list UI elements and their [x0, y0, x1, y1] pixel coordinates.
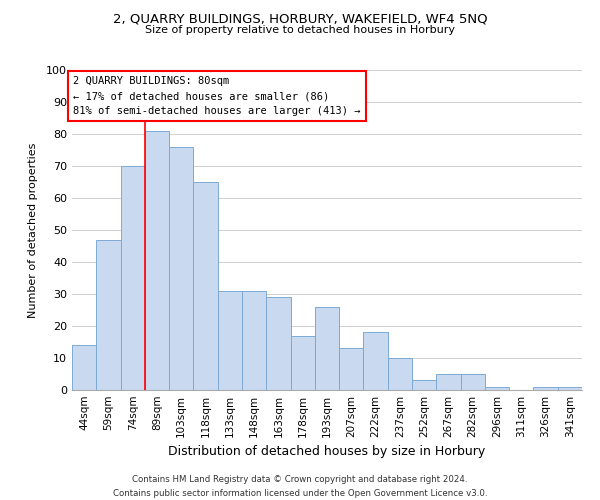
Text: Contains HM Land Registry data © Crown copyright and database right 2024.
Contai: Contains HM Land Registry data © Crown c… — [113, 476, 487, 498]
Bar — [72, 345, 96, 390]
Bar — [436, 374, 461, 390]
Bar — [412, 380, 436, 390]
Bar — [121, 166, 145, 390]
Bar — [193, 182, 218, 390]
Bar — [558, 387, 582, 390]
Bar — [242, 291, 266, 390]
Bar — [145, 131, 169, 390]
Bar — [339, 348, 364, 390]
Text: 2, QUARRY BUILDINGS, HORBURY, WAKEFIELD, WF4 5NQ: 2, QUARRY BUILDINGS, HORBURY, WAKEFIELD,… — [113, 12, 487, 26]
Bar — [169, 147, 193, 390]
Bar — [96, 240, 121, 390]
Bar — [388, 358, 412, 390]
Bar — [315, 307, 339, 390]
Y-axis label: Number of detached properties: Number of detached properties — [28, 142, 38, 318]
Bar — [533, 387, 558, 390]
Text: 2 QUARRY BUILDINGS: 80sqm
← 17% of detached houses are smaller (86)
81% of semi-: 2 QUARRY BUILDINGS: 80sqm ← 17% of detac… — [73, 76, 361, 116]
Bar — [461, 374, 485, 390]
Bar — [485, 387, 509, 390]
X-axis label: Distribution of detached houses by size in Horbury: Distribution of detached houses by size … — [169, 446, 485, 458]
Bar — [290, 336, 315, 390]
Text: Size of property relative to detached houses in Horbury: Size of property relative to detached ho… — [145, 25, 455, 35]
Bar — [364, 332, 388, 390]
Bar — [218, 291, 242, 390]
Bar — [266, 297, 290, 390]
